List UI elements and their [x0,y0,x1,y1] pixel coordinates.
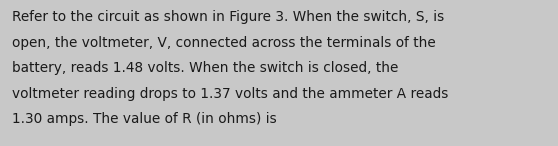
Text: Refer to the circuit as shown in Figure 3. When the switch, S, is: Refer to the circuit as shown in Figure … [12,10,445,24]
Text: open, the voltmeter, V, connected across the terminals of the: open, the voltmeter, V, connected across… [12,36,436,50]
Text: battery, reads 1.48 volts. When the switch is closed, the: battery, reads 1.48 volts. When the swit… [12,61,398,75]
Text: voltmeter reading drops to 1.37 volts and the ammeter A reads: voltmeter reading drops to 1.37 volts an… [12,87,449,101]
Text: 1.30 amps. The value of R (in ohms) is: 1.30 amps. The value of R (in ohms) is [12,112,277,126]
